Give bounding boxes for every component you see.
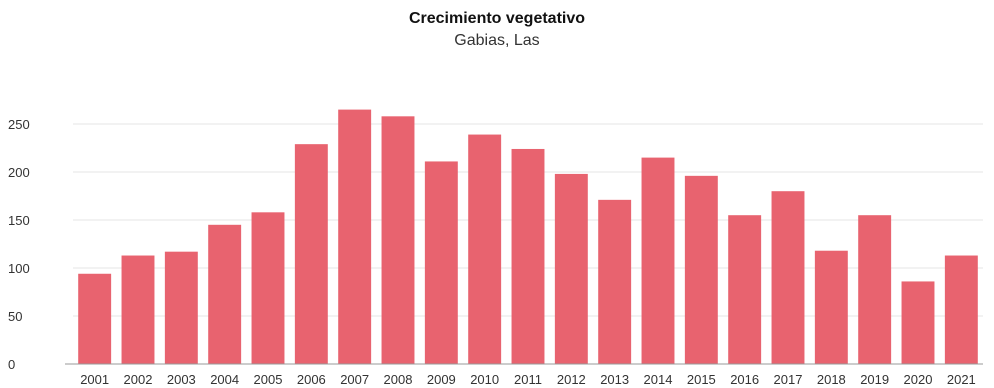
x-tick-label: 2017 bbox=[774, 372, 803, 387]
x-tick-label: 2016 bbox=[730, 372, 759, 387]
bar bbox=[771, 191, 805, 364]
bar bbox=[858, 215, 892, 364]
bar bbox=[338, 109, 372, 364]
bar bbox=[294, 144, 328, 364]
x-tick-label: 2004 bbox=[210, 372, 239, 387]
y-tick-label: 150 bbox=[8, 213, 30, 228]
x-tick-label: 2012 bbox=[557, 372, 586, 387]
bar bbox=[944, 255, 978, 364]
chart-subtitle: Gabias, Las bbox=[454, 32, 540, 49]
chart-title: Crecimiento vegetativo bbox=[408, 10, 586, 27]
x-tick-label: 2018 bbox=[817, 372, 846, 387]
y-tick-label: 0 bbox=[8, 357, 15, 372]
x-tick-label: 2006 bbox=[297, 372, 326, 387]
bar bbox=[901, 281, 935, 364]
x-tick-label: 2010 bbox=[470, 372, 499, 387]
x-tick-label: 2009 bbox=[427, 372, 456, 387]
y-tick-label: 200 bbox=[8, 165, 30, 180]
bar bbox=[511, 148, 545, 364]
bar bbox=[164, 251, 198, 364]
x-tick-label: 2021 bbox=[947, 372, 976, 387]
x-tick-label: 2002 bbox=[124, 372, 153, 387]
bar bbox=[814, 250, 848, 364]
y-tick-label: 50 bbox=[8, 309, 22, 324]
x-tick-label: 2001 bbox=[80, 372, 109, 387]
bar bbox=[641, 157, 675, 364]
bar bbox=[121, 255, 155, 364]
x-tick-label: 2008 bbox=[384, 372, 413, 387]
bar bbox=[554, 173, 588, 364]
x-tick-label: 2007 bbox=[340, 372, 369, 387]
bar bbox=[424, 161, 458, 364]
x-tick-label: 2015 bbox=[687, 372, 716, 387]
bar bbox=[381, 116, 415, 364]
y-tick-label: 100 bbox=[8, 261, 30, 276]
bar bbox=[251, 212, 285, 364]
x-tick-label: 2020 bbox=[904, 372, 933, 387]
x-tick-label: 2003 bbox=[167, 372, 196, 387]
bar bbox=[78, 273, 112, 364]
x-tick-label: 2019 bbox=[860, 372, 889, 387]
x-tick-label: 2014 bbox=[644, 372, 673, 387]
y-tick-label: 250 bbox=[8, 117, 30, 132]
bar bbox=[728, 215, 762, 364]
x-tick-label: 2011 bbox=[514, 372, 542, 387]
bar bbox=[598, 199, 632, 364]
x-tick-label: 2013 bbox=[600, 372, 629, 387]
bar bbox=[684, 175, 718, 364]
bar bbox=[468, 134, 502, 364]
x-tick-label: 2005 bbox=[254, 372, 283, 387]
bar bbox=[208, 224, 242, 364]
